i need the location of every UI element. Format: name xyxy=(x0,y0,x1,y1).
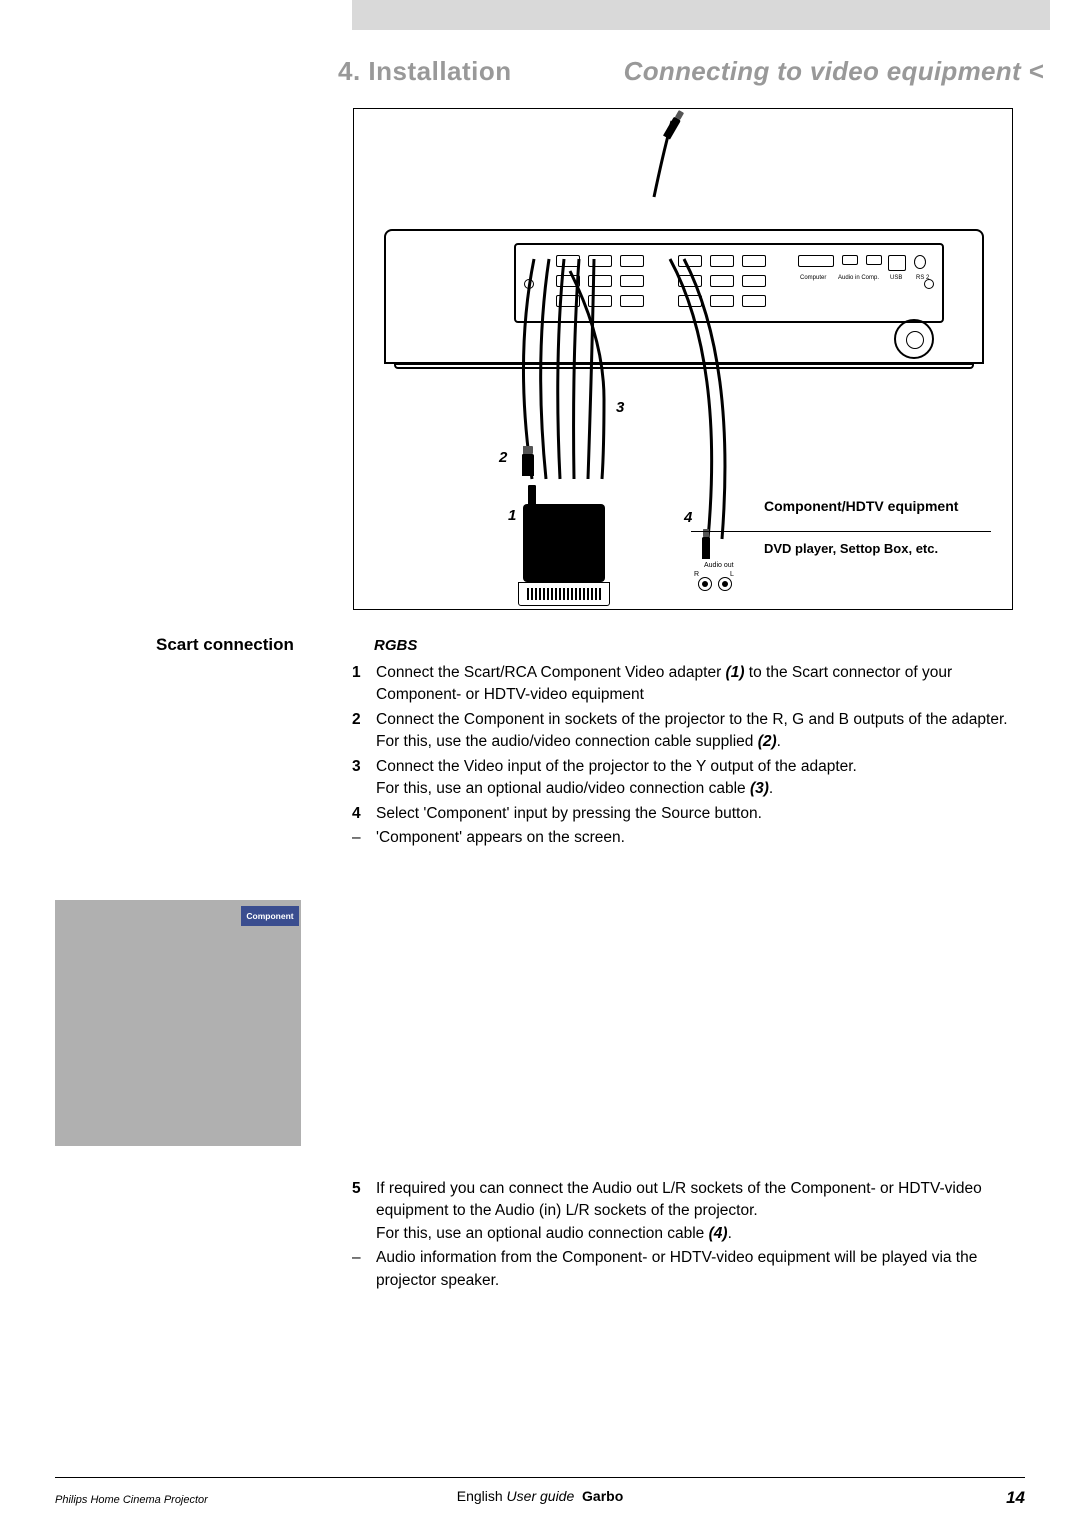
section-title: Scart connection xyxy=(156,635,294,655)
step-row: 2Connect the Component in sockets of the… xyxy=(352,709,1012,754)
page-header: 4. Installation Connecting to video equi… xyxy=(338,56,1050,87)
step-text: Audio information from the Component- or… xyxy=(376,1247,1012,1292)
step-text: Connect the Scart/RCA Component Video ad… xyxy=(376,662,1012,707)
component-badge: Component xyxy=(241,906,299,926)
step-row: –Audio information from the Component- o… xyxy=(352,1247,1012,1292)
equipment-sub: DVD player, Settop Box, etc. xyxy=(764,541,938,558)
scart-adapter xyxy=(523,504,605,582)
chapter-title: 4. Installation xyxy=(338,56,512,87)
page-footer: Philips Home Cinema Projector English Us… xyxy=(55,1477,1025,1508)
step-number: 2 xyxy=(352,709,376,754)
step-row: 1Connect the Scart/RCA Component Video a… xyxy=(352,662,1012,707)
step-row: –'Component' appears on the screen. xyxy=(352,827,1012,849)
footer-center: English User guide Garbo xyxy=(457,1488,624,1504)
step-number: 1 xyxy=(352,662,376,707)
diagram-label-2: 2 xyxy=(499,449,507,466)
steps-block-1: 1Connect the Scart/RCA Component Video a… xyxy=(352,662,1012,852)
footer-page: 14 xyxy=(1006,1488,1025,1508)
rgbs-label: RGBS xyxy=(374,637,417,654)
step-text: Connect the Component in sockets of the … xyxy=(376,709,1012,754)
equipment-title: Component/HDTV equipment xyxy=(764,497,958,515)
step-number: 3 xyxy=(352,756,376,801)
step-number: 4 xyxy=(352,803,376,825)
diagram-label-1: 1 xyxy=(508,507,516,524)
step-text: Connect the Video input of the projector… xyxy=(376,756,1012,801)
step-number: – xyxy=(352,1247,376,1292)
diagram-label-4: 4 xyxy=(684,509,692,526)
top-grey-bar xyxy=(352,0,1050,30)
screen-preview: Component xyxy=(55,900,301,1146)
step-row: 5If required you can connect the Audio o… xyxy=(352,1178,1012,1245)
step-number: 5 xyxy=(352,1178,376,1245)
step-text: 'Component' appears on the screen. xyxy=(376,827,1012,849)
step-text: If required you can connect the Audio ou… xyxy=(376,1178,1012,1245)
step-text: Select 'Component' input by pressing the… xyxy=(376,803,1012,825)
step-number: – xyxy=(352,827,376,849)
connection-diagram: Computer Audio in Comp. USB RS 2 xyxy=(353,108,1013,610)
steps-block-2: 5If required you can connect the Audio o… xyxy=(352,1178,1012,1294)
cable-svg xyxy=(354,109,1014,611)
footer-left: Philips Home Cinema Projector xyxy=(55,1494,208,1506)
header-subtitle: Connecting to video equipment < xyxy=(624,56,1044,87)
step-row: 3Connect the Video input of the projecto… xyxy=(352,756,1012,801)
diagram-label-3: 3 xyxy=(616,399,624,416)
step-row: 4Select 'Component' input by pressing th… xyxy=(352,803,1012,825)
